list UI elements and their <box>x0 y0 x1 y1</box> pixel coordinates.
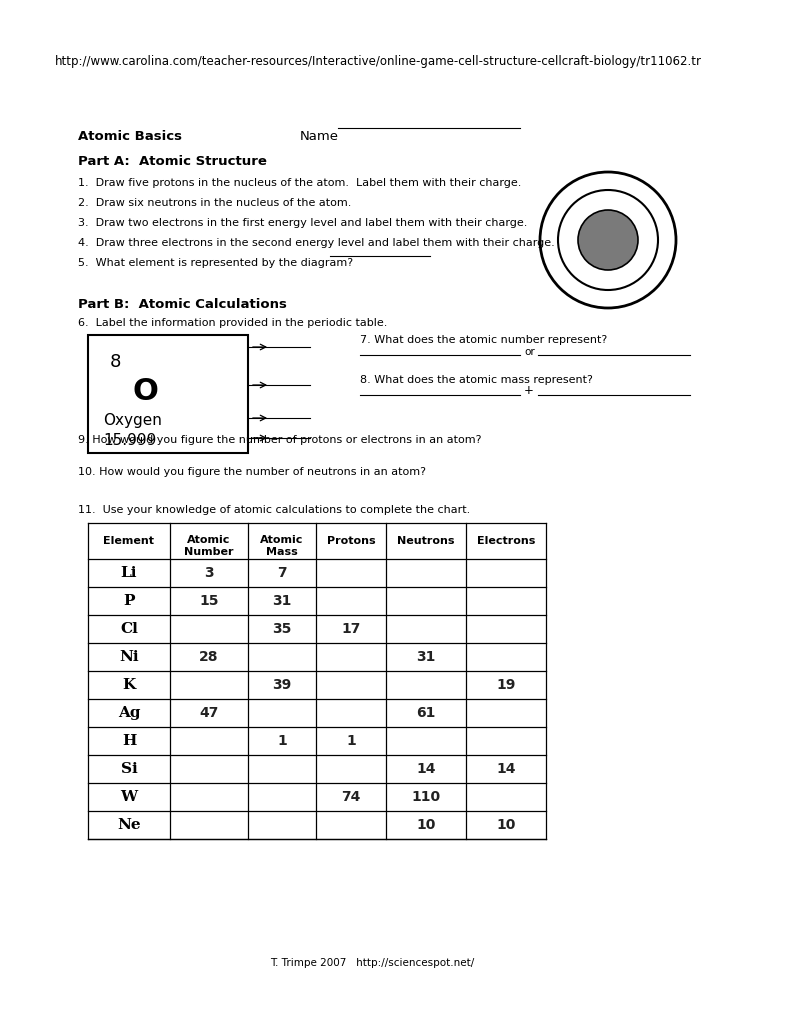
Text: 8. What does the atomic mass represent?: 8. What does the atomic mass represent? <box>360 375 593 385</box>
Text: 10: 10 <box>416 818 436 831</box>
Text: 31: 31 <box>416 650 436 664</box>
Text: Ag: Ag <box>118 706 140 720</box>
Text: Cl: Cl <box>120 622 138 636</box>
Text: 2.  Draw six neutrons in the nucleus of the atom.: 2. Draw six neutrons in the nucleus of t… <box>78 198 351 208</box>
Text: 1.  Draw five protons in the nucleus of the atom.  Label them with their charge.: 1. Draw five protons in the nucleus of t… <box>78 178 521 188</box>
Text: Neutrons: Neutrons <box>397 536 455 546</box>
Text: 39: 39 <box>272 678 292 692</box>
Text: 28: 28 <box>199 650 219 664</box>
Text: Protons: Protons <box>327 536 375 546</box>
Text: T. Trimpe 2007   http://sciencespot.net/: T. Trimpe 2007 http://sciencespot.net/ <box>270 958 475 968</box>
Text: +: + <box>524 384 534 397</box>
Text: 19: 19 <box>496 678 516 692</box>
Text: 5.  What element is represented by the diagram?: 5. What element is represented by the di… <box>78 258 353 268</box>
Text: 61: 61 <box>416 706 436 720</box>
Text: P: P <box>123 594 134 608</box>
Text: 8: 8 <box>110 353 121 371</box>
Text: 4.  Draw three electrons in the second energy level and label them with their ch: 4. Draw three electrons in the second en… <box>78 238 554 248</box>
Text: Ne: Ne <box>117 818 141 831</box>
Text: 1: 1 <box>346 734 356 748</box>
Text: http://www.carolina.com/teacher-resources/Interactive/online-game-cell-structure: http://www.carolina.com/teacher-resource… <box>55 55 702 68</box>
Text: Atomic: Atomic <box>260 535 304 545</box>
Text: 14: 14 <box>496 762 516 776</box>
Text: Atomic Basics: Atomic Basics <box>78 130 182 143</box>
Text: Atomic: Atomic <box>187 535 231 545</box>
Text: 1: 1 <box>277 734 287 748</box>
Text: 7: 7 <box>277 566 287 580</box>
Text: Name: Name <box>300 130 339 143</box>
Text: W: W <box>120 790 138 804</box>
Text: K: K <box>123 678 135 692</box>
Bar <box>88 335 248 453</box>
Text: Electrons: Electrons <box>477 536 536 546</box>
Text: 10: 10 <box>496 818 516 831</box>
Text: or: or <box>524 347 535 357</box>
Text: Ni: Ni <box>119 650 138 664</box>
Text: Mass: Mass <box>266 547 298 557</box>
Text: H: H <box>122 734 136 748</box>
Text: 47: 47 <box>199 706 218 720</box>
Text: 110: 110 <box>411 790 441 804</box>
Text: Oxygen: Oxygen <box>103 413 162 428</box>
Text: Li: Li <box>121 566 138 580</box>
Text: 15: 15 <box>199 594 219 608</box>
Circle shape <box>578 210 638 270</box>
Text: 3.  Draw two electrons in the first energy level and label them with their charg: 3. Draw two electrons in the first energ… <box>78 218 528 228</box>
Text: Number: Number <box>184 547 234 557</box>
Text: 17: 17 <box>341 622 361 636</box>
Text: 11.  Use your knowledge of atomic calculations to complete the chart.: 11. Use your knowledge of atomic calcula… <box>78 505 471 515</box>
Text: Si: Si <box>120 762 138 776</box>
Text: 74: 74 <box>341 790 361 804</box>
Text: 14: 14 <box>416 762 436 776</box>
Text: 3: 3 <box>204 566 214 580</box>
Text: 7. What does the atomic number represent?: 7. What does the atomic number represent… <box>360 335 607 345</box>
Text: 6.  Label the information provided in the periodic table.: 6. Label the information provided in the… <box>78 318 388 328</box>
Text: Part A:  Atomic Structure: Part A: Atomic Structure <box>78 155 267 168</box>
Text: 31: 31 <box>272 594 292 608</box>
Text: O: O <box>133 377 159 406</box>
Text: 15.999: 15.999 <box>103 433 157 449</box>
Text: Element: Element <box>104 536 154 546</box>
Text: 10. How would you figure the number of neutrons in an atom?: 10. How would you figure the number of n… <box>78 467 426 477</box>
Text: 9. How would you figure the number of protons or electrons in an atom?: 9. How would you figure the number of pr… <box>78 435 482 445</box>
Text: Part B:  Atomic Calculations: Part B: Atomic Calculations <box>78 298 287 311</box>
Text: 35: 35 <box>272 622 292 636</box>
